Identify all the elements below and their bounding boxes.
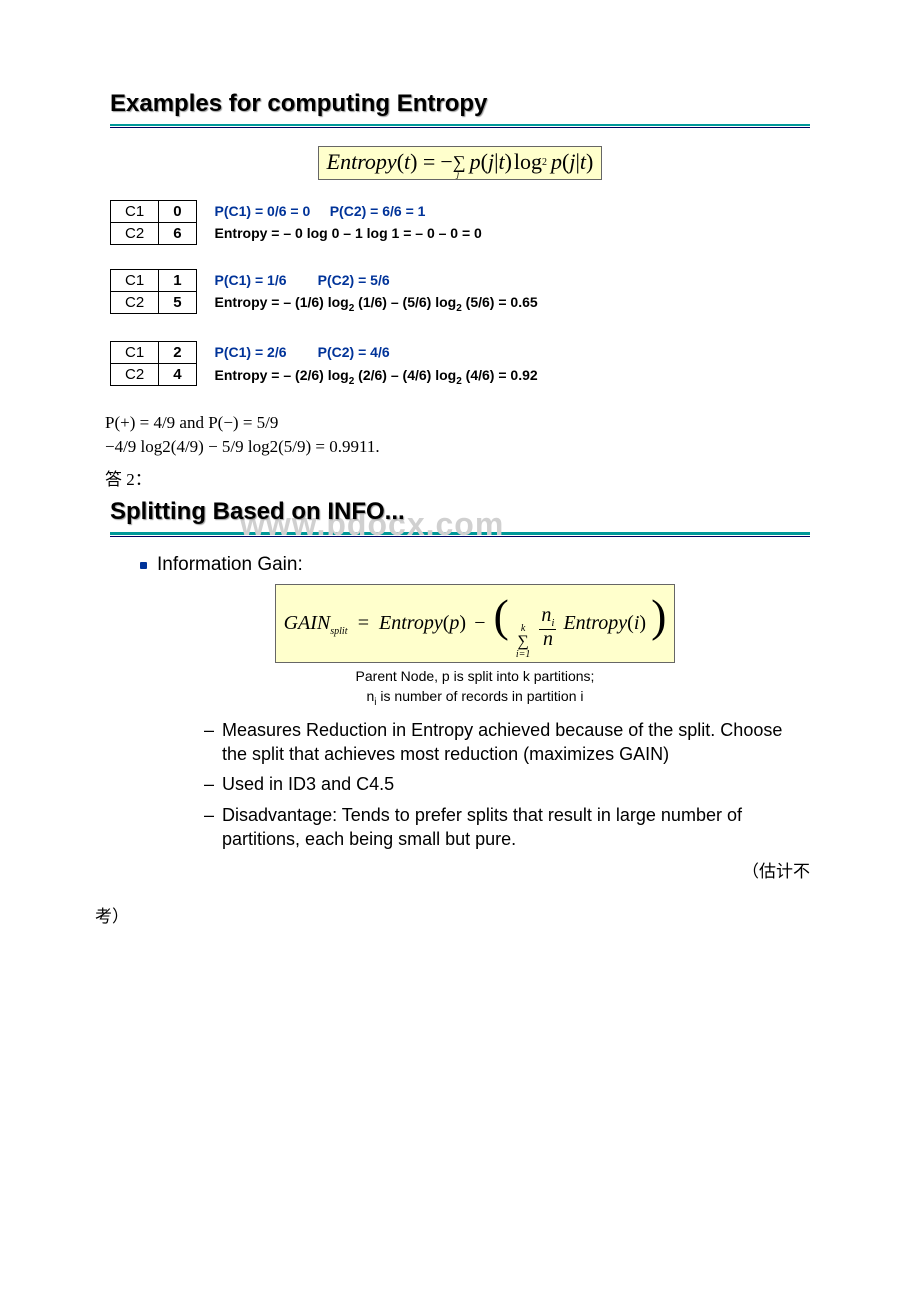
cell-c1-val: 0 — [159, 201, 196, 223]
dash-list: –Measures Reduction in Entropy achieved … — [204, 718, 810, 851]
dash-text: Disadvantage: Tends to prefer splits tha… — [222, 803, 810, 852]
cell-c2-label: C2 — [111, 292, 159, 314]
gain-formula-wrap: GAINsplit = Entropy(p) − ( k∑i=1 nin Ent… — [140, 584, 810, 663]
entropy-line: Entropy = – (2/6) log2 (2/6) – (4/6) log… — [215, 367, 538, 383]
dash-item-3: –Disadvantage: Tends to prefer splits th… — [204, 803, 810, 852]
cell-c1-val: 1 — [159, 270, 196, 292]
body-line1: P(+) = 4/9 and P(−) = 5/9 — [105, 413, 810, 433]
bullet-icon — [140, 562, 147, 569]
cell-c1-label: C1 — [111, 342, 159, 364]
example-calc-2: P(C1) = 1/6 P(C2) = 5/6 Entropy = – (1/6… — [215, 269, 538, 317]
pc2: P(C2) = 5/6 — [318, 272, 390, 288]
pc2: P(C2) = 6/6 = 1 — [330, 203, 426, 219]
dash-item-1: –Measures Reduction in Entropy achieved … — [204, 718, 810, 767]
annot-left: 考） — [95, 902, 810, 927]
example-row-1: C10 C26 P(C1) = 0/6 = 0 P(C2) = 6/6 = 1 … — [110, 200, 810, 245]
pc2: P(C2) = 4/6 — [318, 344, 390, 360]
example-table-1: C10 C26 — [110, 200, 197, 245]
cell-c2-label: C2 — [111, 223, 159, 245]
pc1: P(C1) = 2/6 — [215, 344, 287, 360]
pc1: P(C1) = 1/6 — [215, 272, 287, 288]
cell-c1-val: 2 — [159, 342, 196, 364]
cell-c1-label: C1 — [111, 270, 159, 292]
entropy-formula: Entropy(t) = − ∑j p(j | t) log2 p(j | t) — [318, 146, 603, 180]
dash-text: Measures Reduction in Entropy achieved b… — [222, 718, 810, 767]
entropy-formula-wrap: Entropy(t) = − ∑j p(j | t) log2 p(j | t) — [110, 146, 810, 180]
cell-c1-label: C1 — [111, 201, 159, 223]
cell-c2-label: C2 — [111, 364, 159, 386]
example-calc-3: P(C1) = 2/6 P(C2) = 4/6 Entropy = – (2/6… — [215, 341, 538, 389]
annotation-row: （估计不 — [110, 857, 810, 882]
entropy-line: Entropy = – 0 log 0 – 1 log 1 = – 0 – 0 … — [215, 225, 482, 241]
bullet-section: Information Gain: GAINsplit = Entropy(p)… — [140, 554, 810, 851]
example-row-3: C12 C24 P(C1) = 2/6 P(C2) = 4/6 Entropy … — [110, 341, 810, 389]
bullet-label: Information Gain: — [157, 554, 303, 576]
slide-info-splitting: www.bdocx.com Splitting Based on INFO...… — [110, 498, 810, 851]
entropy-line: Entropy = – (1/6) log2 (1/6) – (5/6) log… — [215, 294, 538, 310]
answer-2-label: 答 2： — [105, 465, 810, 490]
gain-formula: GAINsplit = Entropy(p) − ( k∑i=1 nin Ent… — [275, 584, 676, 663]
example-table-3: C12 C24 — [110, 341, 197, 386]
pc1: P(C1) = 0/6 = 0 — [215, 203, 311, 219]
example-table-2: C11 C25 — [110, 269, 197, 314]
document-page: Examples for computing Entropy Entropy(t… — [0, 0, 920, 967]
bullet-info-gain: Information Gain: — [140, 554, 810, 576]
dash-text: Used in ID3 and C4.5 — [222, 772, 394, 796]
title-divider — [110, 124, 810, 128]
slide1-title: Examples for computing Entropy — [110, 90, 810, 118]
gain-note-2: ni is number of records in partition i — [140, 687, 810, 710]
body-line2: −4/9 log2(4/9) − 5/9 log2(5/9) = 0.9911. — [105, 437, 810, 457]
annot-right: （估计不 — [742, 857, 810, 882]
example-row-2: C11 C25 P(C1) = 1/6 P(C2) = 5/6 Entropy … — [110, 269, 810, 317]
example-calc-1: P(C1) = 0/6 = 0 P(C2) = 6/6 = 1 Entropy … — [215, 200, 482, 245]
cell-c2-val: 5 — [159, 292, 196, 314]
gain-note-1: Parent Node, p is split into k partition… — [140, 667, 810, 687]
cell-c2-val: 6 — [159, 223, 196, 245]
cell-c2-val: 4 — [159, 364, 196, 386]
dash-item-2: –Used in ID3 and C4.5 — [204, 772, 810, 796]
slide2-title: Splitting Based on INFO... — [110, 498, 810, 526]
slide-entropy-examples: Examples for computing Entropy Entropy(t… — [110, 90, 810, 389]
